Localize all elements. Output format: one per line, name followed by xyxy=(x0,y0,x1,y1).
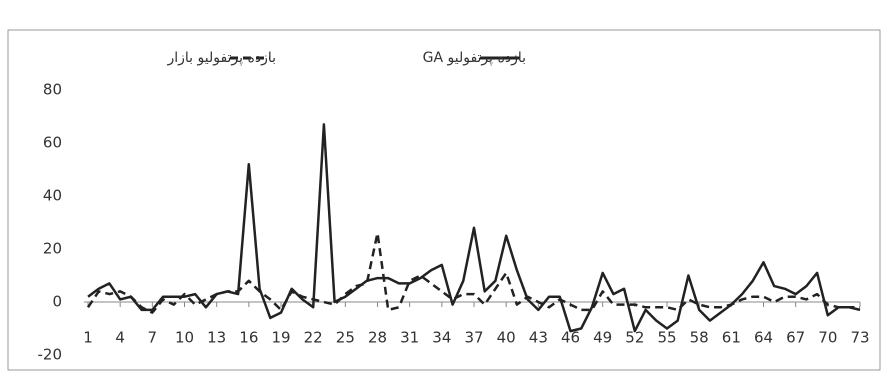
y-tick-label: 20 xyxy=(43,240,62,258)
x-tick-label: 55 xyxy=(657,329,676,347)
x-tick-label: 34 xyxy=(432,329,451,347)
y-tick-label: 80 xyxy=(43,81,62,99)
x-tick-label: 19 xyxy=(271,329,290,347)
x-tick-label: 70 xyxy=(818,329,837,347)
y-tick-label: 60 xyxy=(43,134,62,152)
y-tick-label: 40 xyxy=(43,187,62,205)
x-tick-label: 61 xyxy=(722,329,741,347)
legend-text: بازده پرتفولیو بازار xyxy=(166,50,276,66)
x-tick-label: 43 xyxy=(529,329,548,347)
chart-frame xyxy=(7,29,881,371)
x-tick-label: 1 xyxy=(83,329,93,347)
x-tick-label: 28 xyxy=(368,329,387,347)
y-tick-label: 0 xyxy=(52,293,62,311)
x-tick-label: 49 xyxy=(593,329,612,347)
series-line xyxy=(87,123,861,333)
x-tick-label: 40 xyxy=(497,329,516,347)
x-tick-label: 10 xyxy=(175,329,194,347)
x-tick-label: 46 xyxy=(561,329,580,347)
x-tick-label: 67 xyxy=(786,329,805,347)
x-tick-label: 64 xyxy=(754,329,773,347)
x-tick-label: 13 xyxy=(207,329,226,347)
x-tick-label: 22 xyxy=(304,329,323,347)
x-tick-label: 58 xyxy=(690,329,709,347)
x-tick-label: 16 xyxy=(239,329,258,347)
legend-text: بازده پرتفولیو GA xyxy=(423,50,526,66)
x-tick-label: 7 xyxy=(148,329,158,347)
x-tick-label: 31 xyxy=(400,329,419,347)
x-tick-label: 37 xyxy=(464,329,483,347)
x-tick-label: 52 xyxy=(625,329,644,347)
x-tick-label: 73 xyxy=(850,329,869,347)
y-tick-label: -20 xyxy=(38,346,63,364)
x-tick-label: 4 xyxy=(115,329,125,347)
x-tick-label: 25 xyxy=(336,329,355,347)
